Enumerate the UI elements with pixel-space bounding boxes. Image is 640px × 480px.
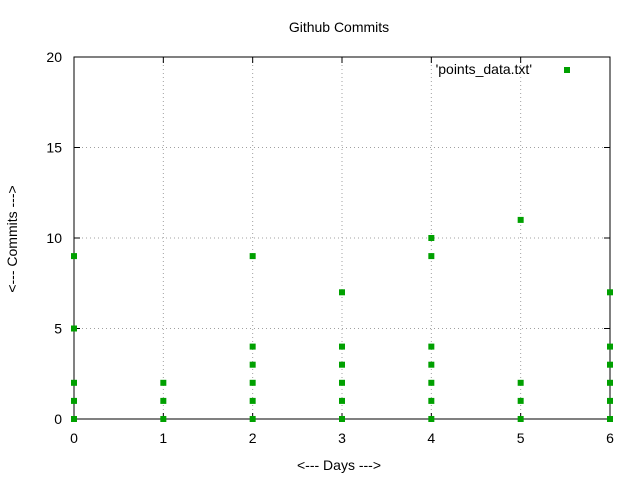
- data-point: [517, 416, 524, 422]
- data-point: [339, 397, 345, 404]
- legend-label: 'points_data.txt': [436, 61, 532, 77]
- data-point: [249, 416, 256, 422]
- data-point: [71, 416, 77, 422]
- data-point: [249, 253, 256, 260]
- x-tick-label: 0: [70, 430, 78, 446]
- data-point: [249, 361, 256, 368]
- x-tick-label: 6: [606, 430, 614, 446]
- data-point: [71, 253, 77, 260]
- x-tick-label: 4: [427, 430, 435, 446]
- data-point: [339, 289, 345, 296]
- x-axis-label: <--- Days --->: [297, 457, 381, 473]
- data-point: [517, 379, 524, 386]
- data-point: [428, 379, 435, 386]
- x-tick-label: 2: [249, 430, 257, 446]
- data-point: [249, 379, 256, 386]
- y-tick-label: 5: [54, 321, 62, 337]
- data-point: [517, 216, 524, 223]
- data-point: [249, 397, 256, 404]
- data-point: [607, 289, 613, 296]
- data-point: [428, 416, 435, 422]
- data-point: [607, 416, 613, 422]
- tick-labels: 0 1 2 3 4 5 6 0 5 10 15 20: [46, 49, 614, 446]
- data-point: [607, 397, 613, 404]
- data-point: [607, 343, 613, 350]
- data-point: [160, 397, 167, 404]
- x-tick-label: 5: [517, 430, 525, 446]
- data-point: [71, 397, 77, 404]
- data-point: [607, 379, 613, 386]
- legend: 'points_data.txt': [436, 61, 570, 77]
- chart-title: Github Commits: [289, 19, 389, 35]
- data-point: [71, 325, 77, 332]
- y-axis-label: <--- Commits --->: [4, 185, 20, 292]
- x-tick-label: 3: [338, 430, 346, 446]
- legend-marker: [564, 67, 570, 73]
- x-tick-label: 1: [159, 430, 167, 446]
- data-point: [160, 416, 167, 422]
- data-point: [428, 397, 435, 404]
- data-point: [428, 361, 435, 368]
- y-tick-label: 0: [54, 411, 62, 427]
- data-point: [607, 361, 613, 368]
- y-tick-label: 20: [46, 49, 62, 65]
- data-point: [339, 379, 345, 386]
- data-point: [249, 343, 256, 350]
- data-point: [517, 397, 524, 404]
- y-tick-label: 10: [46, 230, 62, 246]
- data-point: [71, 379, 77, 386]
- data-point: [339, 416, 345, 422]
- data-point: [339, 361, 345, 368]
- data-point: [339, 343, 345, 350]
- data-point: [428, 343, 435, 350]
- y-tick-label: 15: [46, 140, 62, 156]
- data-point: [428, 235, 435, 241]
- data-points: [71, 216, 613, 422]
- data-point: [160, 379, 167, 386]
- data-point: [428, 253, 435, 260]
